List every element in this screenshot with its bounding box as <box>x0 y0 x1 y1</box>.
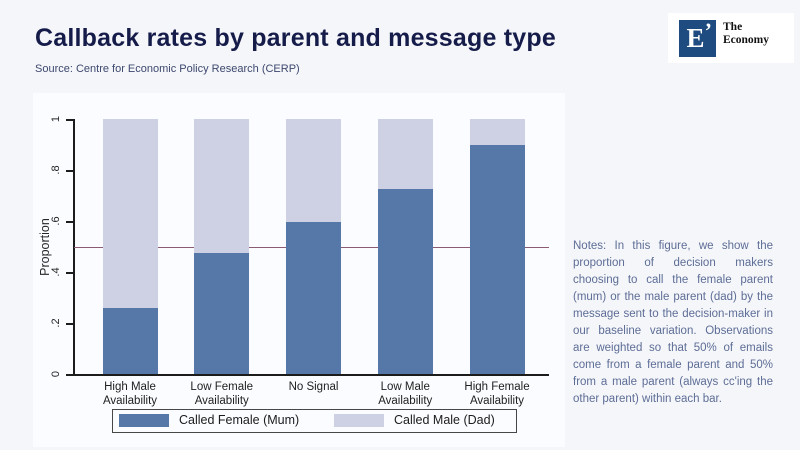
ytick-mark-.2 <box>66 323 73 325</box>
bar-mum-4 <box>377 189 433 374</box>
ytick-label-0: 0 <box>50 370 62 378</box>
xaxis-label-3: No Signal <box>288 381 339 393</box>
ytick-label-.2: .2 <box>50 318 62 328</box>
legend-label-called-female: Called Female (Mum) <box>179 413 300 427</box>
ytick-label-1: 1 <box>50 115 62 123</box>
legend-label-called-male: Called Male (Dad) <box>394 413 495 427</box>
ytick-mark-0 <box>66 374 73 376</box>
logo-wordmark-line2: Economy <box>723 34 769 46</box>
ytick-mark-.8 <box>66 170 73 172</box>
ytick-mark-.4 <box>66 272 73 274</box>
bar-mum-2 <box>194 252 250 374</box>
page-title: Callback rates by parent and message typ… <box>35 24 556 52</box>
bar-dad-2 <box>194 119 250 253</box>
bar-dad-4 <box>377 119 433 190</box>
logo-square-icon: E ’ <box>679 18 716 57</box>
chart-panel: High Male Availability Low Female Availab… <box>33 93 565 447</box>
logo-wordmark-line1: The <box>723 21 743 33</box>
xaxis-label-5: High Female Availability <box>464 381 530 407</box>
bar-dad-1 <box>102 119 158 308</box>
legend-swatch-called-male <box>334 414 384 427</box>
x-axis-line <box>73 374 549 376</box>
y-axis-line <box>73 119 75 375</box>
bar-dad-3 <box>286 119 341 223</box>
bar-mum-3 <box>286 222 341 374</box>
bar-dad-5 <box>469 119 525 145</box>
bar-mum-5 <box>469 144 525 374</box>
chart-legend: Called Female (Mum) Called Male (Dad) <box>112 409 517 433</box>
economy-logo: E ’ The Economy <box>668 13 794 63</box>
xaxis-label-1: High Male Availability <box>102 381 158 407</box>
logo-apostrophe-icon: ’ <box>704 18 712 43</box>
ytick-mark-1 <box>66 119 73 121</box>
plot-area: High Male Availability Low Female Availab… <box>33 93 565 447</box>
ytick-mark-.6 <box>66 221 73 223</box>
bar-mum-1 <box>102 307 158 374</box>
xaxis-label-2: Low Female Availability <box>190 381 254 407</box>
ytick-label-.8: .8 <box>50 165 62 175</box>
y-axis-title: Proportion <box>38 217 52 276</box>
source-line: Source: Centre for Economic Policy Resea… <box>35 63 300 75</box>
notes-paragraph: Notes: In this figure, we show the propo… <box>573 240 773 405</box>
xaxis-label-4: Low Male Availability <box>378 381 433 407</box>
logo-letter: E <box>686 23 705 53</box>
logo-wordmark: The Economy <box>723 21 769 47</box>
legend-swatch-called-female <box>119 414 169 427</box>
